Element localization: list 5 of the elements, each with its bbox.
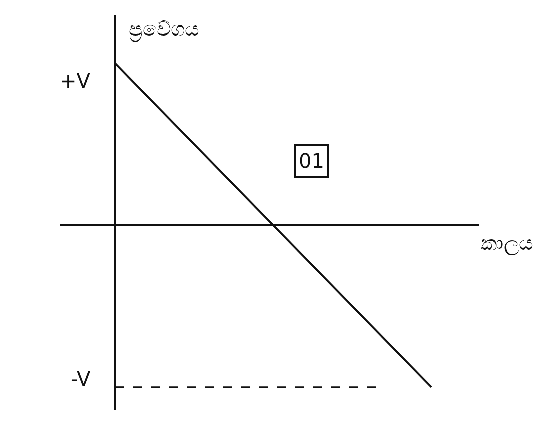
annotation: -V <box>71 367 92 391</box>
x-axis-title: කාලය <box>481 231 533 256</box>
annotation: 01 <box>299 149 324 173</box>
y-axis-title: ප්‍රවේගය <box>129 17 199 43</box>
annotation: +V <box>60 69 91 93</box>
